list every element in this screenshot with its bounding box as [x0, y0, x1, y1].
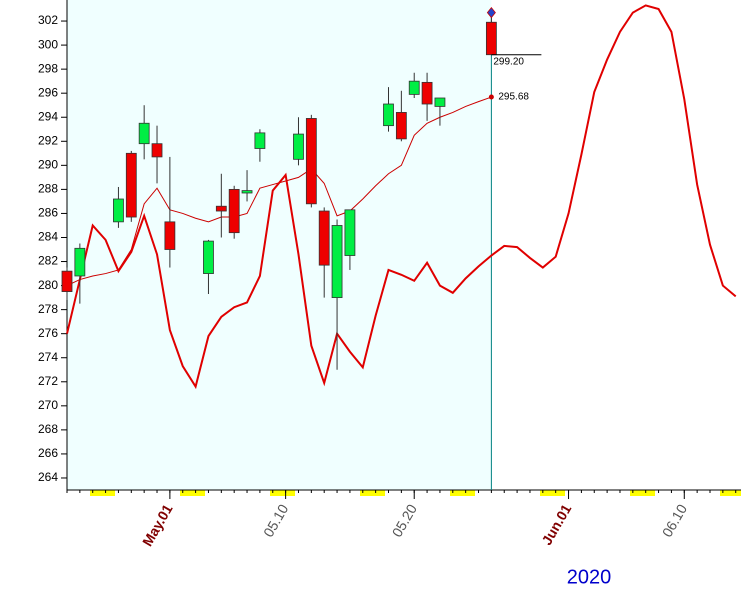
- candle-body: [164, 221, 176, 250]
- candle-body: [125, 152, 137, 218]
- y-tick-label: 290: [38, 158, 58, 172]
- y-tick-label: 270: [38, 398, 58, 412]
- y-tick-label: 282: [38, 254, 58, 268]
- candle-body: [318, 210, 330, 266]
- y-tick-label: 276: [38, 326, 58, 340]
- y-tick-label: 284: [38, 230, 58, 244]
- candle-body: [61, 270, 73, 292]
- y-tick-label: 272: [38, 374, 58, 388]
- candle-body: [395, 112, 407, 140]
- weekend: [720, 490, 741, 496]
- candle-body: [383, 103, 394, 127]
- value-label: 299.20: [493, 56, 524, 67]
- y-tick-label: 302: [38, 13, 58, 27]
- candle-body: [203, 240, 214, 274]
- weekend: [360, 490, 385, 496]
- candle-body: [293, 133, 304, 160]
- weekend: [180, 490, 205, 496]
- candle-body: [151, 143, 163, 158]
- x-tick-label: Jun.01: [538, 501, 574, 548]
- y-tick-label: 300: [38, 37, 58, 51]
- line-series: [66, 4, 737, 390]
- x-tick-label: 05.20: [389, 501, 420, 540]
- y-tick-label: 288: [38, 182, 58, 196]
- y-tick-label: 294: [38, 109, 58, 123]
- y-tick-label: 286: [38, 206, 58, 220]
- high-marker: [486, 6, 496, 19]
- candle-body: [421, 81, 433, 105]
- candle-body: [254, 132, 266, 149]
- x-tick-label: May.01: [139, 501, 176, 549]
- y-tick-label: 278: [38, 302, 58, 316]
- weekend: [90, 490, 115, 496]
- y-tick-label: 266: [38, 446, 58, 460]
- value-label: 295.68: [498, 92, 529, 103]
- y-tick-label: 264: [38, 470, 58, 484]
- candle-body: [408, 80, 420, 95]
- y-tick-label: 274: [38, 350, 58, 364]
- candle-body: [331, 225, 343, 299]
- y-tick-label: 280: [38, 278, 58, 292]
- weekend-markers: [90, 490, 741, 496]
- weekend: [270, 490, 295, 496]
- candle-body: [138, 122, 150, 145]
- candle-body: [485, 21, 497, 56]
- x-tick-label: 05.10: [260, 501, 291, 540]
- candle-body: [305, 118, 317, 205]
- y-tick-label: 296: [38, 85, 58, 99]
- history-shade: [67, 0, 492, 490]
- weekend: [540, 490, 565, 496]
- weekend: [450, 490, 475, 496]
- line-end-point: [488, 94, 494, 100]
- candle-body: [228, 188, 240, 234]
- weekend: [630, 490, 655, 496]
- candle-body: [113, 198, 124, 223]
- y-tick-label: 268: [38, 422, 58, 436]
- candle-body: [434, 97, 446, 107]
- candle-body: [344, 209, 356, 256]
- y-tick-label: 292: [38, 133, 58, 147]
- year-label: 2020: [567, 566, 612, 588]
- candle-body: [74, 247, 86, 277]
- candle-body: [241, 190, 253, 194]
- x-tick-label: 06.10: [659, 501, 690, 540]
- candle-body: [215, 205, 227, 212]
- y-tick-label: 298: [38, 61, 58, 75]
